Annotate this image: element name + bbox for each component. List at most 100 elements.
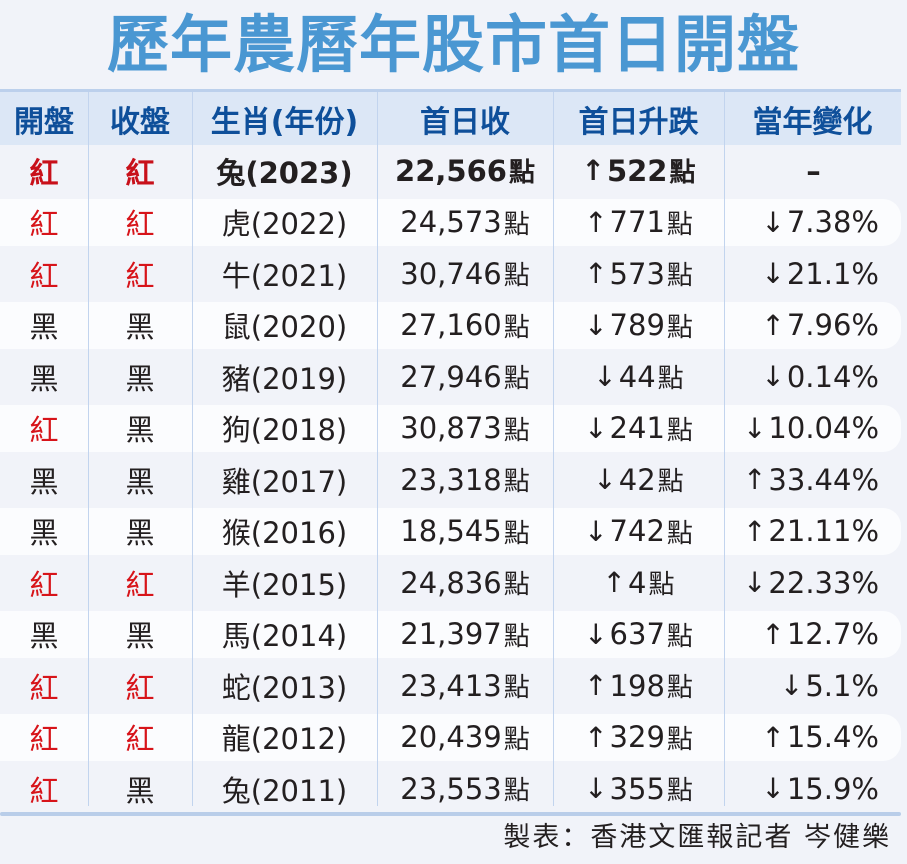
first-day-change: ↑ 329 點 — [553, 712, 724, 764]
arrow-down-icon: ↓ — [593, 360, 617, 394]
year-change-value: – — [806, 153, 821, 188]
page-title: 歷年農曆年股市首日開盤 — [106, 8, 800, 81]
first-day-close: 27,946 點 — [377, 351, 553, 403]
first-day-close: 30,746 點 — [377, 248, 553, 300]
year-change: ↓ 7.38% — [724, 197, 901, 249]
close-color: 紅 — [125, 722, 155, 757]
points-unit: 點 — [666, 415, 693, 446]
points-unit: 點 — [666, 724, 693, 755]
first-day-close: 27,160 點 — [377, 300, 553, 352]
close-color: 黑 — [125, 516, 155, 551]
table-row: 紅紅牛(2021) 30,746 點 ↑ 573 點 ↓ 21.1% — [0, 248, 901, 300]
close-points-value: 23,318 — [400, 462, 502, 497]
column-divider — [724, 92, 725, 806]
points-unit: 點 — [648, 570, 675, 601]
zodiac-year: 蛇(2013) — [221, 670, 348, 705]
year-change: ↓ 21.1% — [724, 248, 901, 300]
zodiac-year: 龍(2012) — [221, 722, 348, 757]
close-color: 黑 — [125, 619, 155, 654]
change-value: 44 — [618, 359, 656, 394]
points-unit: 點 — [657, 364, 684, 395]
table-bottom-border — [0, 812, 901, 816]
arrow-down-icon: ↓ — [779, 669, 804, 703]
arrow-up-icon: ↑ — [761, 720, 785, 754]
first-day-change: ↓ 42 點 — [553, 454, 724, 506]
close-points-value: 30,873 — [400, 411, 502, 446]
zodiac-year: 豬(2019) — [221, 361, 348, 396]
year-change-value: 5.1% — [805, 668, 879, 703]
change-value: 42 — [618, 462, 656, 497]
points-unit: 點 — [503, 621, 530, 652]
arrow-down-icon: ↓ — [593, 463, 617, 497]
year-change-value: 15.9% — [786, 771, 879, 806]
year-change-value: 21.11% — [768, 514, 879, 549]
first-day-change: ↓ 742 點 — [553, 506, 724, 558]
first-day-close: 20,439 點 — [377, 712, 553, 764]
arrow-up-icon: ↑ — [742, 463, 767, 497]
change-value: 355 — [609, 771, 665, 806]
open-color: 紅 — [29, 155, 59, 190]
first-day-close: 23,318 點 — [377, 454, 553, 506]
points-unit: 點 — [503, 673, 530, 704]
change-value: 522 — [606, 153, 668, 188]
table-row: 紅紅兔(2023) 22,566 點 ↑ 522 點 – — [0, 145, 901, 197]
close-points-value: 18,545 — [400, 514, 502, 549]
year-change: ↓ 15.9% — [724, 763, 901, 815]
close-points-value: 24,836 — [400, 565, 502, 600]
first-day-change: ↓ 637 點 — [553, 609, 724, 661]
change-value: 4 — [628, 565, 647, 600]
header-zodiac: 生肖(年份) — [210, 104, 359, 140]
zodiac-year: 猴(2016) — [221, 516, 348, 551]
first-day-change: ↑ 522 點 — [553, 145, 724, 197]
points-unit: 點 — [666, 312, 693, 343]
first-day-close: 30,873 點 — [377, 403, 553, 455]
change-value: 742 — [609, 514, 665, 549]
open-color: 紅 — [29, 207, 59, 242]
table-row: 紅紅蛇(2013) 23,413 點 ↑ 198 點 ↓ 5.1% — [0, 660, 901, 712]
points-unit: 點 — [657, 467, 684, 498]
open-color: 黑 — [29, 516, 59, 551]
arrow-up-icon: ↑ — [584, 669, 608, 703]
table-row: 紅紅羊(2015) 24,836 點 ↑ 4 點 ↓ 22.33% — [0, 557, 901, 609]
zodiac-year: 狗(2018) — [221, 413, 348, 448]
points-unit: 點 — [503, 364, 530, 395]
year-change: ↓ 10.04% — [724, 403, 901, 455]
open-color: 黑 — [29, 361, 59, 396]
first-day-change: ↑ 198 點 — [553, 660, 724, 712]
points-unit: 點 — [666, 209, 693, 240]
close-points-value: 27,946 — [400, 359, 502, 394]
close-color: 黑 — [125, 310, 155, 345]
year-change-value: 33.44% — [768, 462, 879, 497]
points-unit: 點 — [503, 570, 530, 601]
close-color: 紅 — [125, 567, 155, 602]
table-row: 黑黑雞(2017) 23,318 點 ↓ 42 點 ↑ 33.44% — [0, 454, 901, 506]
arrow-down-icon: ↓ — [742, 411, 767, 445]
zodiac-year: 鼠(2020) — [221, 310, 348, 345]
arrow-down-icon: ↓ — [584, 411, 608, 445]
points-unit: 點 — [503, 518, 530, 549]
year-change-value: 7.38% — [786, 205, 879, 240]
close-points-value: 24,573 — [400, 205, 502, 240]
first-day-change: ↓ 355 點 — [553, 763, 724, 815]
table-header: 開盤 收盤 生肖(年份) 首日收 首日升跌 當年變化 — [0, 89, 901, 145]
open-color: 紅 — [29, 670, 59, 705]
close-color: 紅 — [125, 258, 155, 293]
close-color: 紅 — [125, 207, 155, 242]
open-color: 黑 — [29, 619, 59, 654]
arrow-down-icon: ↓ — [761, 205, 785, 239]
close-points-value: 30,746 — [400, 256, 502, 291]
arrow-down-icon: ↓ — [584, 308, 608, 342]
arrow-up-icon: ↑ — [602, 566, 626, 600]
arrow-up-icon: ↑ — [761, 617, 785, 651]
arrow-down-icon: ↓ — [584, 772, 608, 806]
change-value: 198 — [609, 668, 665, 703]
arrow-up-icon: ↑ — [581, 154, 605, 188]
header-first-day-change: 首日升跌 — [578, 104, 699, 140]
zodiac-year: 虎(2022) — [221, 207, 348, 242]
close-points-value: 23,413 — [400, 668, 502, 703]
open-color: 紅 — [29, 258, 59, 293]
year-change: ↑ 7.96% — [724, 300, 901, 352]
points-unit: 點 — [666, 621, 693, 652]
change-value: 573 — [609, 256, 665, 291]
year-change: – — [724, 145, 901, 197]
